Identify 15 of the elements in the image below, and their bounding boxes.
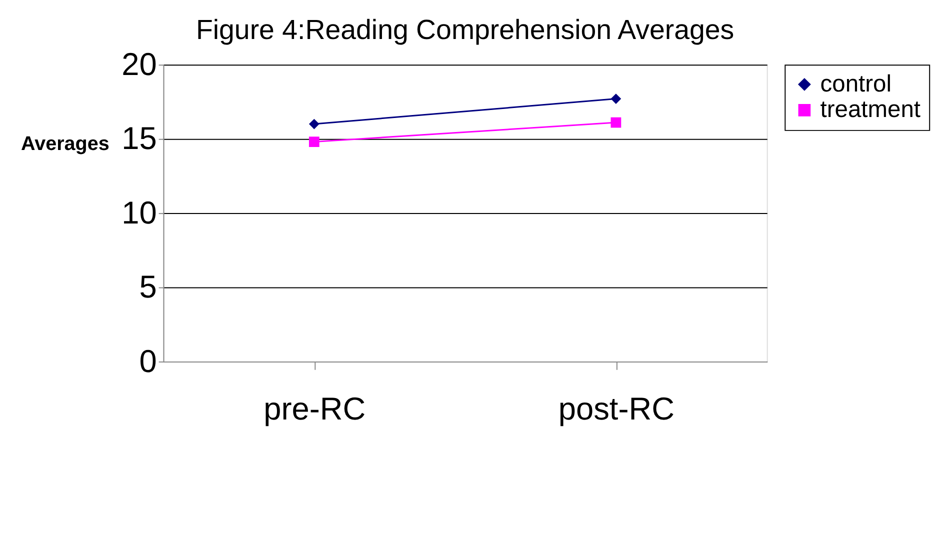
point (308, 136, 320, 148)
y-axis-title: Averages (21, 133, 110, 156)
point (308, 118, 320, 130)
point (610, 117, 622, 128)
chart-title: Figure 4:Reading Comprehension Averages (196, 14, 734, 45)
y-tick-label: 15 (122, 120, 157, 156)
x-tick-label: pre-RC (264, 390, 366, 426)
y-tick-label: 10 (122, 194, 157, 230)
point (610, 94, 622, 104)
y-tick-label: 20 (122, 46, 157, 82)
y-tick-label: 0 (139, 342, 157, 379)
legend-label: control (820, 71, 892, 98)
x-tick-label: post-RC (558, 390, 674, 426)
y-tick-label: 5 (139, 268, 157, 305)
legend-label: treatment (820, 97, 921, 124)
